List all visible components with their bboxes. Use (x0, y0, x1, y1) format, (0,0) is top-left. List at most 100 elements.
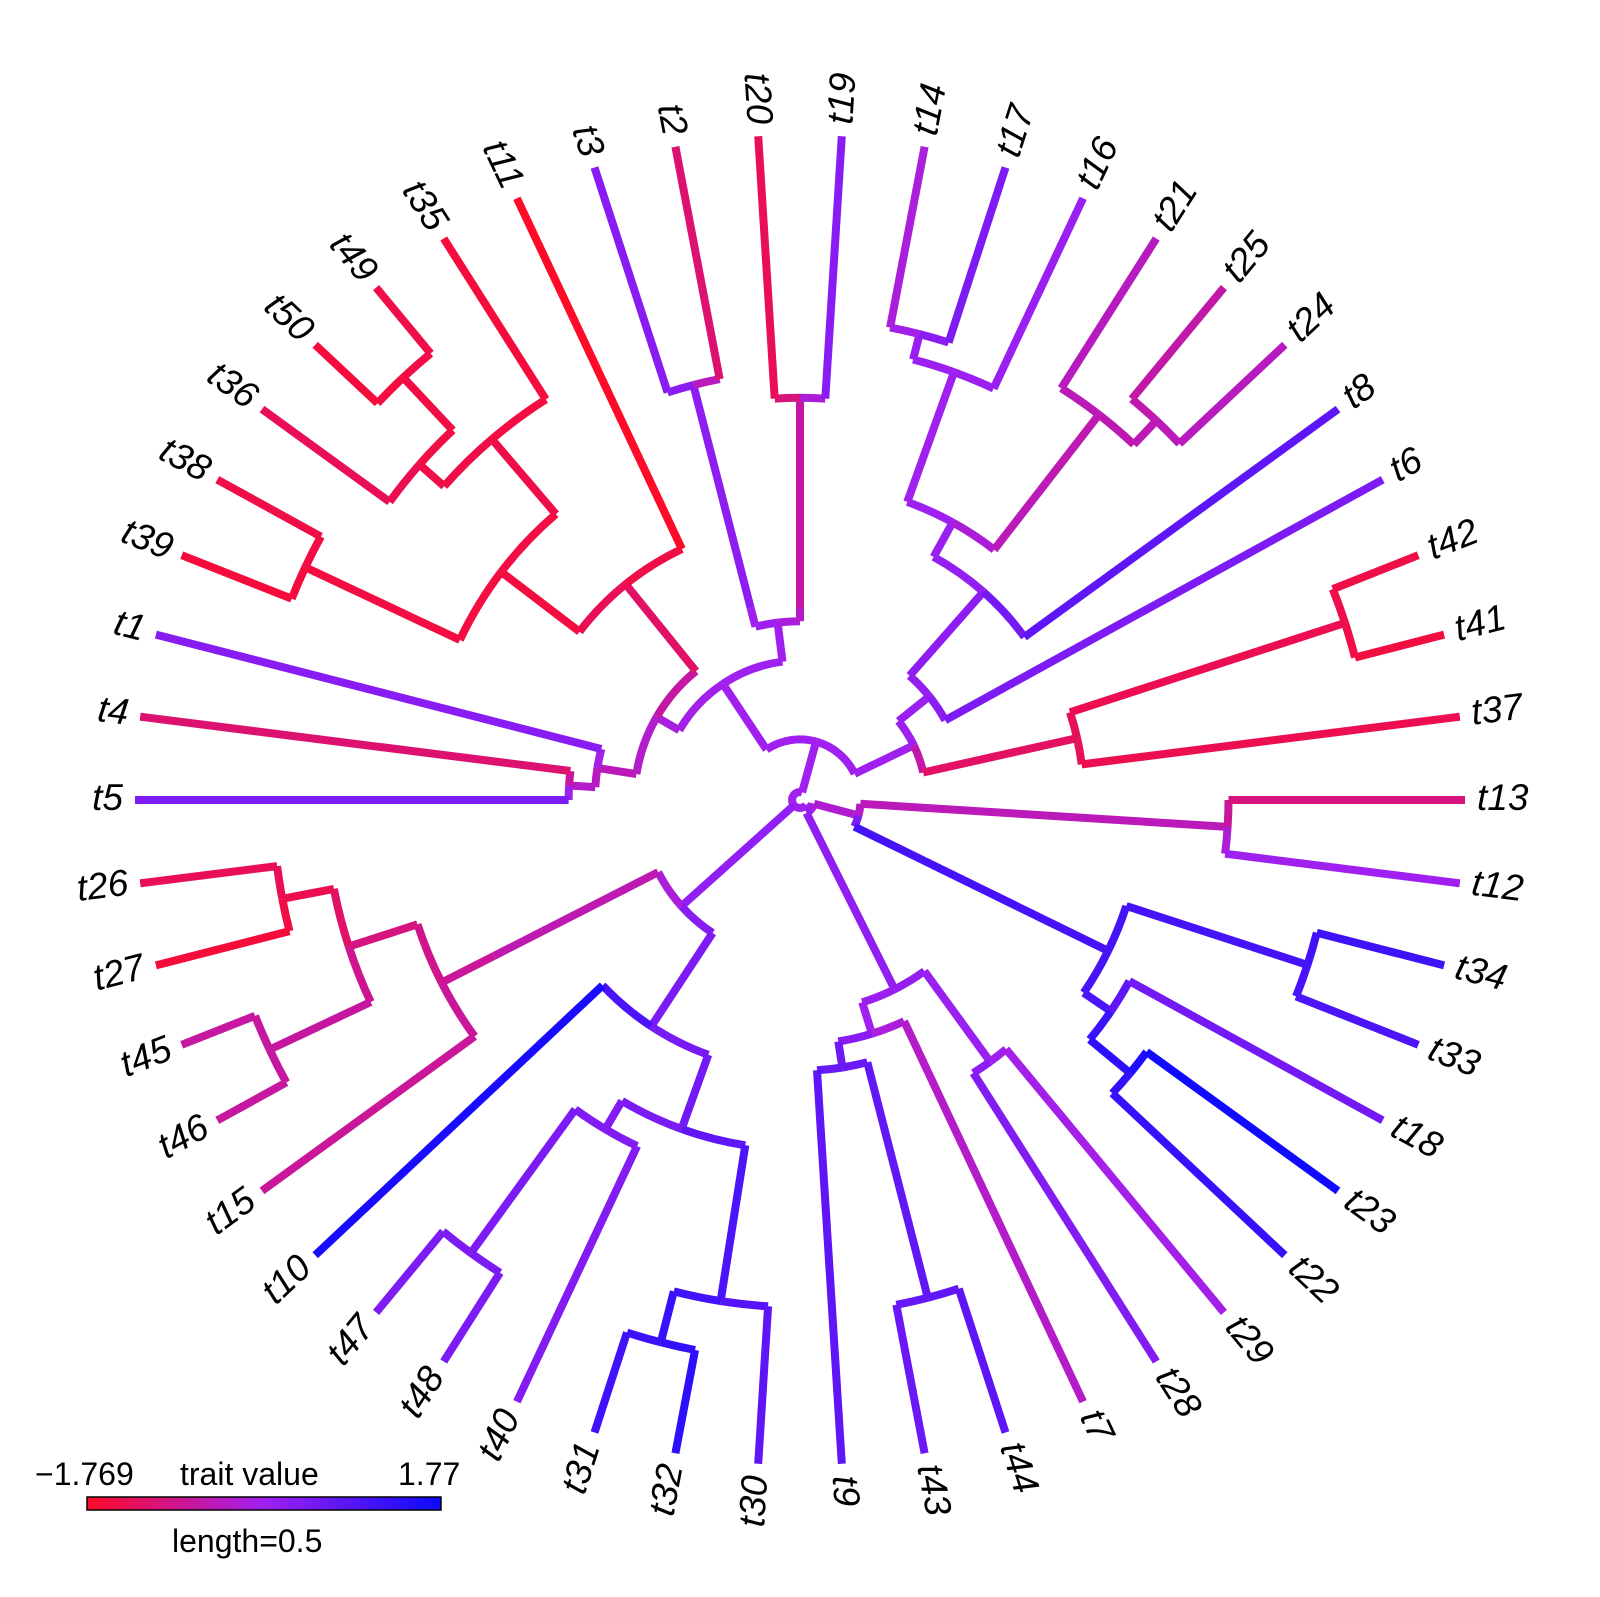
tip-label-t4: t4 (95, 688, 131, 733)
branch-arc-130 (416, 427, 456, 468)
tip-label-t6: t6 (1382, 438, 1429, 489)
branch-arc-56 (680, 1125, 746, 1150)
branch-segment-155 (821, 136, 846, 399)
tip-label-t28: t28 (1148, 1359, 1210, 1425)
branch-arc-101 (675, 680, 726, 733)
branch-arc-4 (854, 803, 865, 817)
branch-arc-74 (440, 1228, 474, 1257)
tip-label-t47: t47 (318, 1306, 383, 1373)
branch-arc-93 (251, 1014, 274, 1052)
tip-label-t25: t25 (1214, 224, 1279, 290)
branch-arc-87 (273, 865, 287, 900)
legend-max-label: 1.77 (398, 1456, 460, 1492)
branch-segment-137 (440, 236, 550, 402)
tip-label-t12: t12 (1469, 862, 1526, 909)
branch-arc-145 (666, 381, 695, 397)
tip-label-t27: t27 (89, 946, 150, 999)
branch-arc-58 (719, 1297, 769, 1311)
branch-segment-15 (1315, 928, 1446, 970)
branch-segment-118 (410, 613, 462, 644)
tip-label-t15: t15 (197, 1179, 263, 1243)
branch-segment-186 (1022, 405, 1341, 641)
branch-segment-33 (1003, 1046, 1227, 1315)
color-legend: −1.769 trait value 1.77 length=0.5 (35, 1456, 460, 1559)
branch-arc-115 (576, 581, 629, 635)
branch-arc-16 (1292, 963, 1312, 998)
branch-segment-146 (590, 166, 672, 394)
branch-arc-156 (814, 737, 859, 776)
branch-segment-49 (813, 1070, 846, 1464)
branch-arc-18 (1080, 949, 1112, 996)
branch-segment-61 (656, 1290, 678, 1344)
branch-segment-192 (1068, 619, 1347, 717)
tip-label-t23: t23 (1337, 1179, 1403, 1243)
branch-arc-46 (895, 1293, 929, 1309)
branch-segment-47 (892, 1304, 929, 1454)
branch-segment-129 (259, 405, 392, 506)
tip-label-t20: t20 (737, 72, 781, 126)
branch-arc-76 (599, 982, 654, 1030)
tip-label-t41: t41 (1450, 596, 1510, 649)
tip-label-t42: t42 (1421, 510, 1484, 567)
branch-arc-195 (1341, 621, 1359, 659)
branch-arc-97 (788, 788, 804, 804)
branch-arc-81 (413, 923, 446, 985)
branch-arc-20 (1107, 979, 1133, 1014)
branch-segment-43 (863, 1061, 932, 1299)
tip-label-t38: t38 (153, 429, 218, 490)
branch-arc-26 (1109, 1070, 1134, 1097)
branch-segment-31 (921, 968, 994, 1064)
branch-segment-94 (180, 1012, 257, 1049)
tip-label-t24: t24 (1278, 284, 1344, 349)
legend-color-bar (86, 1496, 442, 1511)
branch-segment-110 (139, 712, 571, 775)
tip-label-t22: t22 (1281, 1246, 1347, 1311)
branch-segment-196 (1354, 630, 1446, 662)
tip-label-t8: t8 (1334, 365, 1383, 417)
branch-arc-64 (625, 1328, 662, 1347)
tip-label-t14: t14 (904, 80, 954, 138)
branch-segment-90 (267, 998, 373, 1054)
branch-arc-99 (764, 735, 818, 753)
branch-arc-70 (572, 1106, 608, 1133)
tip-label-t3: t3 (564, 120, 613, 162)
branch-segment-19 (1081, 989, 1114, 1015)
branch-segment-37 (858, 1001, 876, 1035)
branch-segment-71 (467, 1107, 579, 1256)
branch-segment-141 (773, 622, 787, 663)
branch-arc-136 (489, 396, 548, 443)
branch-arc-162 (931, 553, 987, 595)
branch-arc-197 (1073, 737, 1086, 765)
branch-segment-169 (886, 146, 929, 329)
branch-arc-107 (564, 785, 574, 801)
branch-segment-114 (622, 581, 700, 674)
branch-arc-183 (1153, 417, 1183, 447)
branch-segment-106 (568, 781, 596, 792)
branch-segment-116 (498, 568, 582, 635)
branch-arc-191 (1066, 711, 1082, 739)
branch-arc-113 (653, 667, 699, 720)
branch-segment-5 (860, 799, 1228, 831)
branch-segment-75 (373, 1228, 447, 1315)
branch-arc-174 (950, 518, 997, 553)
branch-segment-13 (1125, 902, 1309, 969)
branch-arc-132 (374, 374, 406, 406)
branch-arc-95 (438, 980, 478, 1039)
branch-segment-133 (312, 341, 381, 407)
branch-segment-135 (373, 285, 434, 356)
tip-label-t49: t49 (322, 224, 386, 290)
branch-arc-189 (910, 743, 928, 774)
branch-segment-190 (922, 734, 1078, 777)
tip-label-t45: t45 (114, 1027, 177, 1084)
branch-segment-39 (900, 1019, 1087, 1404)
branch-arc-22 (1086, 1009, 1115, 1043)
branch-segment-80 (439, 952, 497, 987)
branch-arc-44 (926, 1284, 961, 1302)
branch-arc-48 (816, 1063, 844, 1075)
tip-label-t30: t30 (731, 1474, 775, 1528)
branch-arc-89 (344, 945, 375, 1004)
branch-arc-193 (1329, 587, 1349, 625)
branch-segment-59 (754, 1306, 773, 1464)
tip-label-t48: t48 (390, 1359, 452, 1425)
branch-arc-30 (892, 967, 927, 993)
